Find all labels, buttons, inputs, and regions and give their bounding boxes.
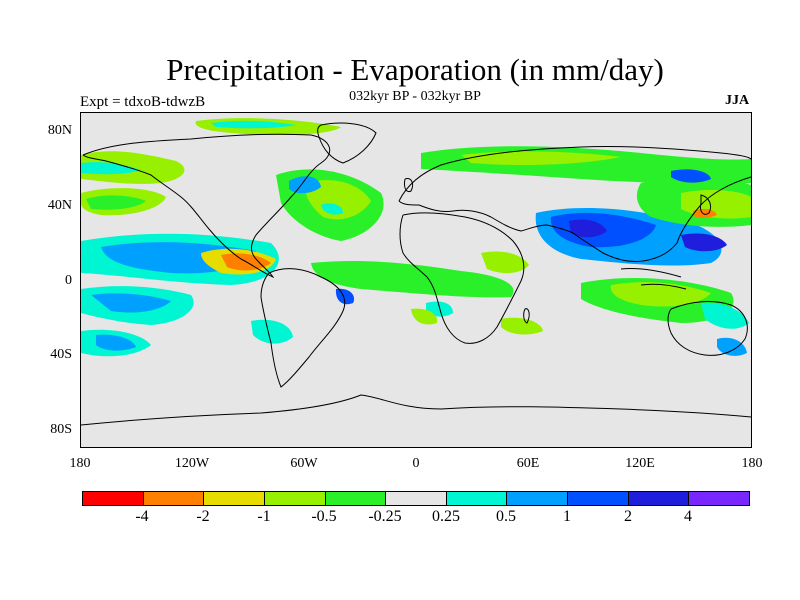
lon-tick-label: 60E [516,456,540,471]
colorbar-swatch [568,492,629,505]
coastline-indonesia [620,268,687,290]
colorbar-swatch [325,492,387,505]
colorbar-swatch [143,492,205,505]
lon-tick-label: 180 [69,456,91,471]
coastline-madagascar [523,308,530,324]
colorbar-label: 2 [624,508,632,525]
contour-patch [91,293,171,313]
coastline-greenland [317,122,377,164]
contour-patch [289,176,321,194]
contour-patch [501,317,543,335]
coastline-japan [700,194,712,215]
coastline-south-america [260,268,346,388]
colorbar-swatch [446,492,508,505]
lat-tick-label: 40N [47,198,72,213]
colorbar-swatch [628,492,690,505]
pe-field-map [81,118,751,426]
contour-patch [211,120,296,129]
lon-tick-label: 0 [412,456,420,471]
contour-patch [693,208,717,218]
lat-tick-label: 80N [47,123,72,138]
map-panel [80,112,752,448]
colorbar-swatch [689,492,750,505]
colorbar-label: -0.25 [368,508,402,525]
contour-patch [321,203,343,215]
season-label: JJA [725,93,750,108]
coastline-antarctica [81,394,751,426]
contour-patch [717,337,747,356]
contour-patch [335,288,355,305]
contour-patch [96,334,136,351]
colorbar-label: -1 [257,508,271,525]
lat-tick-label: 40S [50,347,72,362]
contour-patch [311,260,514,298]
contour-patch [461,151,621,165]
contour-patch [305,180,371,220]
map-subtitle: 032kyr BP - 032kyr BP [349,89,481,104]
lat-tick-label: 80S [50,422,72,437]
coastline-africa [399,212,525,344]
colorbar-label: 0.25 [432,508,460,525]
colorbar-label: -0.5 [311,508,337,525]
contour-patch [610,282,711,307]
coastline-north-america [82,133,331,279]
contour-patch [86,195,146,210]
coastline-eurasia [398,145,751,262]
colorbar [82,491,750,506]
colorbar-swatch [264,492,326,505]
colorbar-label: 1 [563,508,571,525]
experiment-label: Expt = tdxoB-tdwzB [80,94,206,110]
colorbar-label: 0.5 [496,508,516,525]
contour-patch [251,319,293,344]
coastlines [81,122,751,426]
colorbar-swatch [83,492,144,505]
lon-tick-label: 120E [625,456,655,471]
colorbar-swatch [386,492,447,505]
lon-tick-label: 180 [741,456,763,471]
colorbar-swatch [204,492,265,505]
lon-tick-label: 60W [290,456,318,471]
colorbar-label: -2 [196,508,210,525]
lat-tick-label: 0 [65,273,72,288]
contour-patch [681,233,727,252]
contour-patch [481,251,529,274]
colorbar-label: -4 [135,508,149,525]
coastline-british-isles [404,178,414,192]
contour-patch [671,169,711,183]
map-title: Precipitation - Evaporation (in mm/day) [166,52,664,87]
contour-patch [701,302,749,329]
contour-patch [81,162,141,175]
contour-patch [569,219,607,238]
lon-tick-label: 120W [174,456,210,471]
contour-fills [81,118,751,357]
coastline-australia [667,301,748,356]
colorbar-swatch [507,492,569,505]
contour-patch [411,308,438,325]
colorbar-label: 4 [684,508,692,525]
